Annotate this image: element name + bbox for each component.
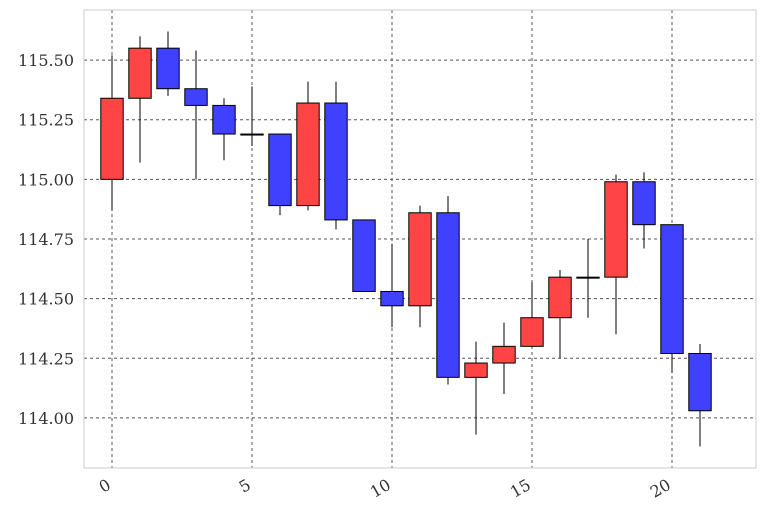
y-tick-label: 115.25	[18, 111, 74, 130]
candle-body	[604, 181, 628, 278]
candle-body	[324, 102, 348, 221]
candle-up	[240, 86, 264, 146]
candle-down	[436, 196, 460, 385]
candle-body	[128, 47, 152, 99]
candle-up	[548, 270, 572, 359]
candle-body	[408, 212, 432, 307]
y-tick-label: 114.25	[18, 349, 74, 368]
candle-down	[632, 172, 656, 249]
candle-body	[436, 212, 460, 378]
candle-body	[212, 104, 236, 135]
candle-body	[660, 224, 684, 354]
candle-down	[184, 50, 208, 180]
candle-body	[688, 353, 712, 412]
candle-up	[100, 55, 124, 211]
candle-up	[604, 174, 628, 335]
candle-down	[268, 133, 292, 216]
candle-body	[576, 276, 600, 279]
x-tick-label: 5	[236, 475, 254, 497]
candle-down	[688, 343, 712, 447]
candle-body	[492, 345, 516, 364]
candle-body	[268, 133, 292, 207]
candle-body	[184, 88, 208, 106]
candle-down	[352, 219, 376, 292]
candle-up	[128, 36, 152, 163]
y-tick-label: 115.00	[18, 170, 74, 189]
candle-down	[660, 224, 684, 373]
candle-body	[100, 97, 124, 180]
y-tick-label: 114.00	[18, 409, 74, 428]
y-tick-label: 115.50	[18, 51, 74, 70]
candle-up	[520, 281, 544, 347]
x-tick-label: 20	[647, 475, 674, 502]
candle-up	[408, 205, 432, 328]
candle-down	[380, 243, 404, 328]
candle-down	[156, 31, 180, 96]
plot-frame	[83, 9, 757, 469]
candle-down	[324, 81, 348, 230]
candle-body	[240, 133, 264, 136]
x-axis-tick-labels: 0 5 10 15 20	[96, 475, 674, 502]
candle-body	[156, 47, 180, 90]
x-tick-label: 15	[507, 475, 534, 502]
x-tick-label: 0	[96, 475, 114, 497]
y-axis-tick-labels: 114.00 114.25 114.50 114.75 115.00 115.25 115.…	[18, 51, 74, 428]
candle-up	[492, 322, 516, 395]
candle-up	[464, 341, 488, 435]
candle-down	[212, 98, 236, 161]
candle-body	[296, 102, 320, 207]
candles-layer	[100, 31, 712, 447]
candle-body	[632, 181, 656, 226]
y-tick-label: 114.75	[18, 230, 74, 249]
y-tick-label: 114.50	[18, 290, 74, 309]
candle-body	[464, 362, 488, 378]
candle-body	[520, 317, 544, 347]
candle-body	[352, 219, 376, 292]
candle-body	[548, 276, 572, 319]
x-tick-label: 10	[367, 475, 394, 502]
candle-body	[380, 290, 404, 307]
candle-up	[296, 81, 320, 211]
candle-up	[576, 239, 600, 318]
